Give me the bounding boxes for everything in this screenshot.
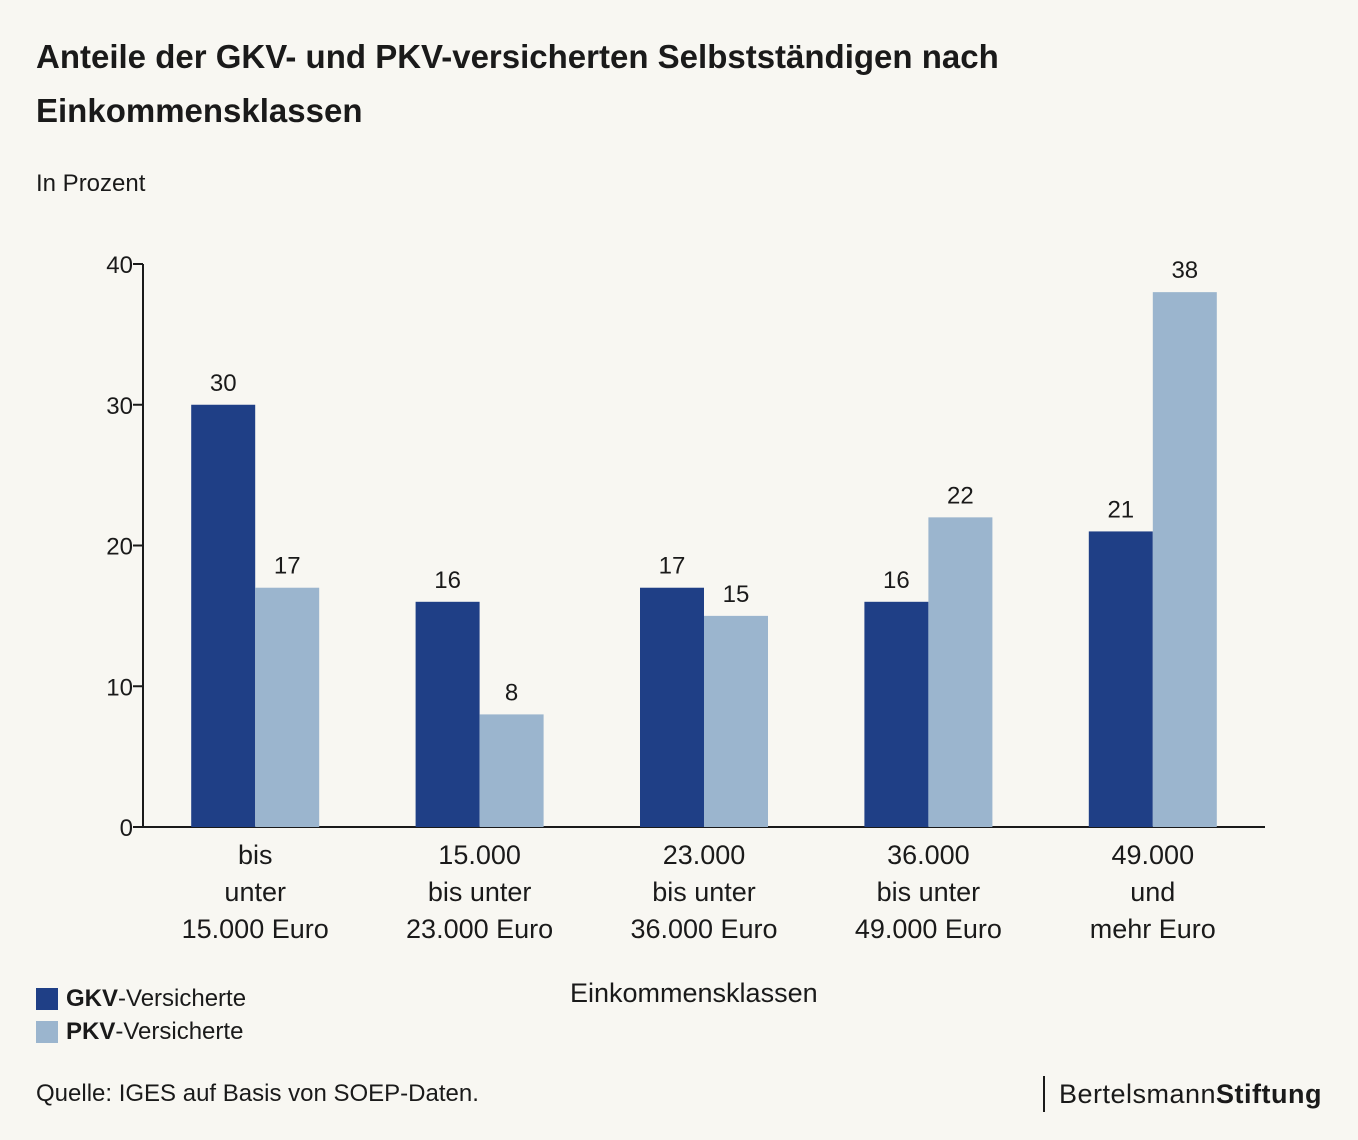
- bar-value-label: 16: [434, 567, 461, 594]
- x-tick-label: bis unter: [428, 877, 532, 907]
- bar-value-label: 17: [274, 553, 301, 580]
- bar: [864, 601, 929, 827]
- x-tick-label: bis: [238, 840, 273, 870]
- bar: [1152, 292, 1217, 827]
- x-tick-label: 23.000 Euro: [406, 914, 553, 944]
- bar-value-label: 16: [883, 567, 910, 594]
- bar: [415, 601, 480, 827]
- chart-title: Anteile der GKV- und PKV-versicherten Se…: [36, 38, 999, 129]
- brand-logo: BertelsmannStiftung: [1042, 1076, 1322, 1112]
- legend-item-pkv: PKV -Versicherte: [36, 1015, 246, 1048]
- x-tick-label: und: [1130, 877, 1175, 907]
- source-note: Quelle: IGES auf Basis von SOEP-Daten.: [36, 1080, 479, 1107]
- y-tick-label: 40: [106, 252, 133, 279]
- legend-swatch-pkv: [36, 1020, 58, 1043]
- x-tick-label: 15.000: [438, 840, 521, 870]
- chart-subtitle: In Prozent: [36, 170, 146, 197]
- bar-value-label: 38: [1171, 257, 1198, 284]
- legend-label-strong: PKV: [66, 1018, 116, 1045]
- x-axis-label: Einkommensklassen: [570, 978, 818, 1008]
- bar-value-label: 15: [723, 581, 750, 608]
- x-tick-label: 49.000: [1112, 840, 1195, 870]
- legend-label-strong: GKV: [66, 985, 119, 1012]
- legend-label-rest: -Versicherte: [118, 985, 247, 1012]
- y-tick-label: 0: [120, 815, 133, 842]
- bar: [640, 587, 704, 827]
- brand-strong: Stiftung: [1216, 1079, 1322, 1109]
- x-tick-label: mehr Euro: [1090, 914, 1216, 944]
- brand-regular: Bertelsmann: [1058, 1079, 1217, 1109]
- bar: [191, 404, 256, 827]
- bar: [255, 587, 320, 827]
- x-tick-label: bis unter: [652, 877, 756, 907]
- x-tick-label: bis unter: [877, 877, 981, 907]
- legend-item-gkv: GKV -Versicherte: [36, 982, 246, 1015]
- x-tick-label: 23.000: [663, 840, 746, 870]
- bar-value-label: 30: [210, 370, 237, 397]
- bar: [1088, 531, 1153, 827]
- bar: [704, 615, 768, 827]
- legend-swatch-gkv: [36, 987, 58, 1010]
- bar: [928, 517, 993, 827]
- bar-value-label: 17: [659, 553, 686, 580]
- x-tick-label: 15.000 Euro: [182, 914, 329, 944]
- bar-value-label: 22: [947, 482, 974, 509]
- bar: [479, 714, 544, 827]
- x-tick-label: 36.000: [887, 840, 970, 870]
- legend: GKV -Versicherte PKV -Versicherte: [36, 982, 246, 1048]
- x-tick-label: 36.000 Euro: [630, 914, 777, 944]
- y-tick-label: 30: [106, 393, 133, 420]
- bar-value-label: 21: [1107, 496, 1134, 523]
- x-tick-label: unter: [224, 877, 286, 907]
- bar-value-label: 8: [505, 679, 518, 706]
- y-tick-label: 10: [106, 674, 133, 701]
- legend-label-rest: -Versicherte: [115, 1018, 244, 1045]
- x-tick-label: 49.000 Euro: [855, 914, 1002, 944]
- y-tick-label: 20: [106, 534, 133, 561]
